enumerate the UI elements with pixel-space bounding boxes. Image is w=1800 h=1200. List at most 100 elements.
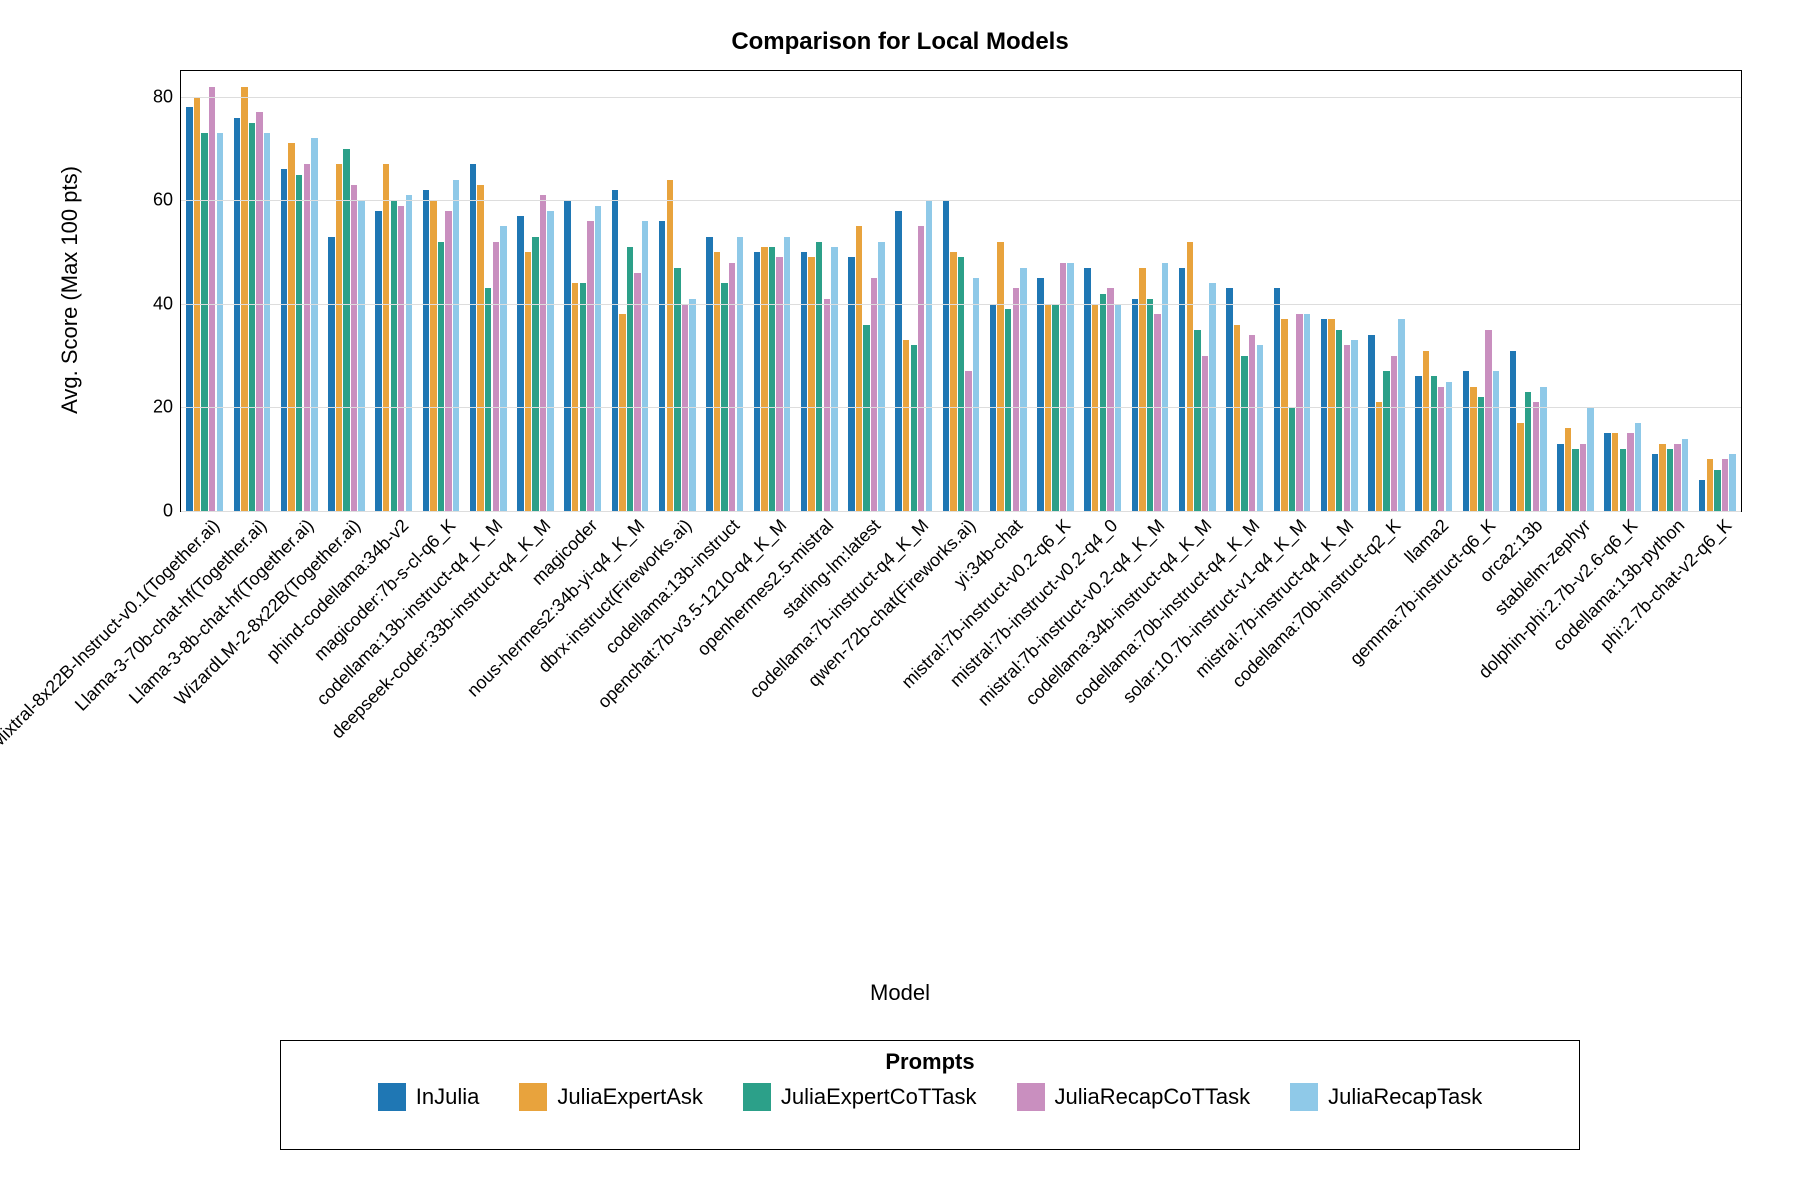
bar: [1107, 288, 1113, 511]
bar: [1627, 433, 1633, 511]
bar: [1438, 387, 1444, 511]
legend: Prompts InJuliaJuliaExpertAskJuliaExpert…: [280, 1040, 1580, 1150]
bar: [572, 283, 578, 511]
bar: [729, 263, 735, 511]
bar: [1147, 299, 1153, 511]
bar: [1202, 356, 1208, 511]
bar: [351, 185, 357, 511]
legend-items: InJuliaJuliaExpertAskJuliaExpertCoTTaskJ…: [293, 1083, 1567, 1111]
bar: [525, 252, 531, 511]
bar: [816, 242, 822, 511]
bar: [895, 211, 901, 511]
bar: [1376, 402, 1382, 511]
bar: [470, 164, 476, 511]
bar: [201, 133, 207, 511]
bar: [856, 226, 862, 511]
bar: [1517, 423, 1523, 511]
plot-area: 020406080Mixtral-8x22B-Instruct-v0.1(Tog…: [180, 70, 1742, 512]
bar: [398, 206, 404, 511]
bar: [1652, 454, 1658, 511]
bar: [1249, 335, 1255, 511]
xtick-label: Llama-3-70b-chat-hf(Together.ai): [67, 511, 271, 715]
legend-title: Prompts: [293, 1049, 1567, 1075]
bar: [1533, 402, 1539, 511]
bar: [1100, 294, 1106, 511]
ytick-label: 40: [153, 293, 181, 314]
bar: [903, 340, 909, 511]
bar: [831, 247, 837, 511]
bar: [186, 107, 192, 511]
bar: [281, 169, 287, 511]
bar: [209, 87, 215, 511]
bar: [1525, 392, 1531, 511]
bar: [485, 288, 491, 511]
bar: [493, 242, 499, 511]
bar: [1722, 459, 1728, 511]
bar: [918, 226, 924, 511]
bar: [950, 252, 956, 511]
gridline: [181, 304, 1741, 305]
bar: [517, 216, 523, 511]
bar: [911, 345, 917, 511]
bar: [217, 133, 223, 511]
bar: [1391, 356, 1397, 511]
bar: [1209, 283, 1215, 511]
bar: [1478, 397, 1484, 511]
ytick-label: 0: [163, 501, 181, 522]
bar: [1682, 439, 1688, 511]
bar: [1274, 288, 1280, 511]
bar: [1289, 407, 1295, 511]
bar: [234, 118, 240, 511]
bar: [1241, 356, 1247, 511]
bar: [304, 164, 310, 511]
bar: [1226, 288, 1232, 511]
bar: [659, 221, 665, 511]
x-axis-label: Model: [0, 980, 1800, 1006]
gridline: [181, 407, 1741, 408]
ytick-label: 20: [153, 397, 181, 418]
bar: [423, 190, 429, 511]
bar: [689, 299, 695, 511]
bar: [1493, 371, 1499, 511]
bar: [1540, 387, 1546, 511]
bar: [1281, 319, 1287, 511]
bar: [256, 112, 262, 511]
bar: [1351, 340, 1357, 511]
bar: [532, 237, 538, 511]
legend-item: JuliaRecapCoTTask: [1017, 1083, 1251, 1111]
bar: [547, 211, 553, 511]
bar: [1368, 335, 1374, 511]
bar: [824, 299, 830, 511]
bar: [249, 123, 255, 511]
bar: [477, 185, 483, 511]
bar: [1415, 376, 1421, 511]
bar: [1383, 371, 1389, 511]
bar: [1344, 345, 1350, 511]
bar: [761, 247, 767, 511]
xtick-label: Llama-3-8b-chat-hf(Together.ai): [121, 511, 318, 708]
bar: [997, 242, 1003, 511]
bar: [1154, 314, 1160, 511]
bar: [667, 180, 673, 511]
bar: [445, 211, 451, 511]
bar: [926, 200, 932, 511]
bar: [328, 237, 334, 511]
bar: [375, 211, 381, 511]
bar: [808, 257, 814, 511]
bar: [612, 190, 618, 511]
bar: [871, 278, 877, 511]
bar: [1580, 444, 1586, 511]
bar: [1463, 371, 1469, 511]
bar: [627, 247, 633, 511]
legend-label: JuliaExpertCoTTask: [781, 1084, 977, 1110]
chart-stage: Comparison for Local Models Avg. Score (…: [0, 0, 1800, 1200]
legend-swatch: [1290, 1083, 1318, 1111]
bar: [587, 221, 593, 511]
ytick-label: 60: [153, 190, 181, 211]
bar: [1013, 288, 1019, 511]
legend-item: JuliaExpertCoTTask: [743, 1083, 977, 1111]
bar: [1162, 263, 1168, 511]
bar: [801, 252, 807, 511]
bar: [634, 273, 640, 511]
bar: [737, 237, 743, 511]
